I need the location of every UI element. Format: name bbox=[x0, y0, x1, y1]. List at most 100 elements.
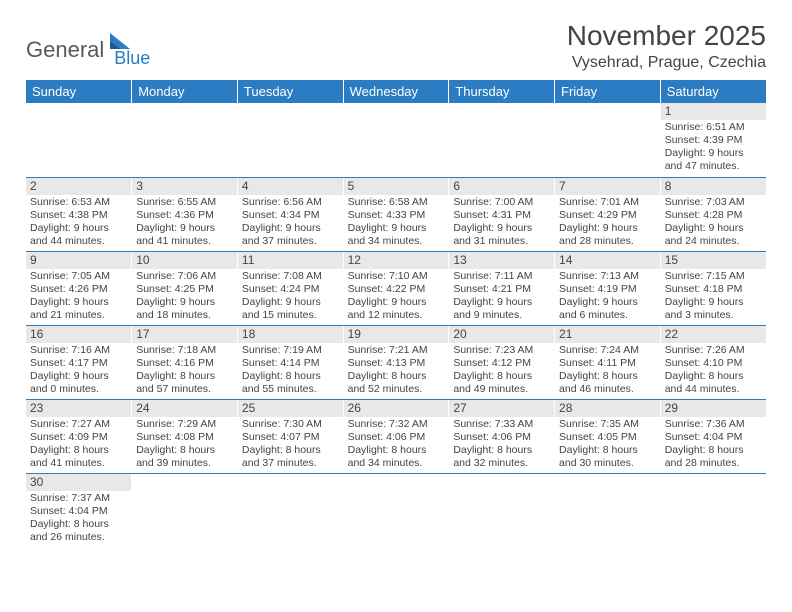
sunrise-text: Sunrise: 7:27 AM bbox=[30, 418, 127, 431]
calendar-cell: 11Sunrise: 7:08 AMSunset: 4:24 PMDayligh… bbox=[237, 251, 343, 325]
day-number: 10 bbox=[132, 252, 237, 269]
sunrise-text: Sunrise: 7:21 AM bbox=[348, 344, 445, 357]
calendar-cell: 20Sunrise: 7:23 AMSunset: 4:12 PMDayligh… bbox=[449, 325, 555, 399]
day-number: 24 bbox=[132, 400, 237, 417]
day-details: Sunrise: 7:03 AMSunset: 4:28 PMDaylight:… bbox=[661, 195, 766, 251]
daylight-text: Daylight: 9 hours and 24 minutes. bbox=[665, 222, 762, 248]
daylight-text: Daylight: 9 hours and 18 minutes. bbox=[136, 296, 233, 322]
day-details: Sunrise: 7:05 AMSunset: 4:26 PMDaylight:… bbox=[26, 269, 131, 325]
daylight-text: Daylight: 8 hours and 49 minutes. bbox=[453, 370, 550, 396]
sunset-text: Sunset: 4:11 PM bbox=[559, 357, 656, 370]
sunset-text: Sunset: 4:09 PM bbox=[30, 431, 127, 444]
day-header-row: SundayMondayTuesdayWednesdayThursdayFrid… bbox=[26, 80, 766, 103]
sunrise-text: Sunrise: 6:58 AM bbox=[348, 196, 445, 209]
day-details: Sunrise: 7:13 AMSunset: 4:19 PMDaylight:… bbox=[555, 269, 660, 325]
sunset-text: Sunset: 4:06 PM bbox=[348, 431, 445, 444]
sunrise-text: Sunrise: 7:18 AM bbox=[136, 344, 233, 357]
day-number: 27 bbox=[449, 400, 554, 417]
day-details: Sunrise: 6:53 AMSunset: 4:38 PMDaylight:… bbox=[26, 195, 131, 251]
sunrise-text: Sunrise: 7:37 AM bbox=[30, 492, 127, 505]
sunset-text: Sunset: 4:04 PM bbox=[665, 431, 762, 444]
day-details: Sunrise: 7:33 AMSunset: 4:06 PMDaylight:… bbox=[449, 417, 554, 473]
calendar-week: 30Sunrise: 7:37 AMSunset: 4:04 PMDayligh… bbox=[26, 473, 766, 547]
calendar-week: 9Sunrise: 7:05 AMSunset: 4:26 PMDaylight… bbox=[26, 251, 766, 325]
daylight-text: Daylight: 9 hours and 28 minutes. bbox=[559, 222, 656, 248]
calendar-cell bbox=[26, 103, 132, 177]
calendar-cell: 1Sunrise: 6:51 AMSunset: 4:39 PMDaylight… bbox=[660, 103, 766, 177]
calendar-cell bbox=[132, 103, 238, 177]
calendar-cell bbox=[555, 473, 661, 547]
sunset-text: Sunset: 4:24 PM bbox=[242, 283, 339, 296]
sunset-text: Sunset: 4:05 PM bbox=[559, 431, 656, 444]
daylight-text: Daylight: 9 hours and 44 minutes. bbox=[30, 222, 127, 248]
day-header: Tuesday bbox=[237, 80, 343, 103]
daylight-text: Daylight: 8 hours and 30 minutes. bbox=[559, 444, 656, 470]
day-number: 8 bbox=[661, 178, 766, 195]
calendar-cell: 5Sunrise: 6:58 AMSunset: 4:33 PMDaylight… bbox=[343, 177, 449, 251]
calendar-cell: 29Sunrise: 7:36 AMSunset: 4:04 PMDayligh… bbox=[660, 399, 766, 473]
day-details: Sunrise: 7:36 AMSunset: 4:04 PMDaylight:… bbox=[661, 417, 766, 473]
day-number: 7 bbox=[555, 178, 660, 195]
sunrise-text: Sunrise: 7:32 AM bbox=[348, 418, 445, 431]
calendar-cell: 8Sunrise: 7:03 AMSunset: 4:28 PMDaylight… bbox=[660, 177, 766, 251]
day-number: 2 bbox=[26, 178, 131, 195]
sunrise-text: Sunrise: 7:24 AM bbox=[559, 344, 656, 357]
sunset-text: Sunset: 4:19 PM bbox=[559, 283, 656, 296]
daylight-text: Daylight: 8 hours and 34 minutes. bbox=[348, 444, 445, 470]
day-details: Sunrise: 6:55 AMSunset: 4:36 PMDaylight:… bbox=[132, 195, 237, 251]
calendar-page: General Blue November 2025 Vysehrad, Pra… bbox=[0, 0, 792, 557]
daylight-text: Daylight: 8 hours and 37 minutes. bbox=[242, 444, 339, 470]
sunset-text: Sunset: 4:21 PM bbox=[453, 283, 550, 296]
daylight-text: Daylight: 9 hours and 34 minutes. bbox=[348, 222, 445, 248]
sunrise-text: Sunrise: 7:23 AM bbox=[453, 344, 550, 357]
sunrise-text: Sunrise: 7:29 AM bbox=[136, 418, 233, 431]
sunset-text: Sunset: 4:38 PM bbox=[30, 209, 127, 222]
day-details: Sunrise: 7:30 AMSunset: 4:07 PMDaylight:… bbox=[238, 417, 343, 473]
day-header: Saturday bbox=[660, 80, 766, 103]
day-number: 1 bbox=[661, 103, 766, 120]
day-number: 30 bbox=[26, 474, 131, 491]
logo: General Blue bbox=[26, 20, 150, 69]
sunset-text: Sunset: 4:08 PM bbox=[136, 431, 233, 444]
calendar-cell: 15Sunrise: 7:15 AMSunset: 4:18 PMDayligh… bbox=[660, 251, 766, 325]
daylight-text: Daylight: 8 hours and 26 minutes. bbox=[30, 518, 127, 544]
day-details: Sunrise: 7:19 AMSunset: 4:14 PMDaylight:… bbox=[238, 343, 343, 399]
daylight-text: Daylight: 9 hours and 3 minutes. bbox=[665, 296, 762, 322]
day-header: Friday bbox=[555, 80, 661, 103]
day-number: 19 bbox=[344, 326, 449, 343]
daylight-text: Daylight: 9 hours and 21 minutes. bbox=[30, 296, 127, 322]
day-details: Sunrise: 7:11 AMSunset: 4:21 PMDaylight:… bbox=[449, 269, 554, 325]
sunset-text: Sunset: 4:33 PM bbox=[348, 209, 445, 222]
calendar-cell: 22Sunrise: 7:26 AMSunset: 4:10 PMDayligh… bbox=[660, 325, 766, 399]
sunrise-text: Sunrise: 7:26 AM bbox=[665, 344, 762, 357]
calendar-cell bbox=[343, 473, 449, 547]
calendar-cell: 28Sunrise: 7:35 AMSunset: 4:05 PMDayligh… bbox=[555, 399, 661, 473]
day-details: Sunrise: 7:24 AMSunset: 4:11 PMDaylight:… bbox=[555, 343, 660, 399]
header-row: General Blue November 2025 Vysehrad, Pra… bbox=[26, 20, 766, 72]
day-details: Sunrise: 7:37 AMSunset: 4:04 PMDaylight:… bbox=[26, 491, 131, 547]
daylight-text: Daylight: 9 hours and 31 minutes. bbox=[453, 222, 550, 248]
daylight-text: Daylight: 8 hours and 57 minutes. bbox=[136, 370, 233, 396]
daylight-text: Daylight: 9 hours and 47 minutes. bbox=[665, 147, 762, 173]
calendar-cell: 26Sunrise: 7:32 AMSunset: 4:06 PMDayligh… bbox=[343, 399, 449, 473]
day-header: Thursday bbox=[449, 80, 555, 103]
calendar-cell: 27Sunrise: 7:33 AMSunset: 4:06 PMDayligh… bbox=[449, 399, 555, 473]
calendar-cell: 12Sunrise: 7:10 AMSunset: 4:22 PMDayligh… bbox=[343, 251, 449, 325]
day-details: Sunrise: 6:51 AMSunset: 4:39 PMDaylight:… bbox=[661, 120, 766, 176]
daylight-text: Daylight: 9 hours and 41 minutes. bbox=[136, 222, 233, 248]
daylight-text: Daylight: 9 hours and 37 minutes. bbox=[242, 222, 339, 248]
daylight-text: Daylight: 8 hours and 39 minutes. bbox=[136, 444, 233, 470]
sunset-text: Sunset: 4:04 PM bbox=[30, 505, 127, 518]
sunset-text: Sunset: 4:25 PM bbox=[136, 283, 233, 296]
day-number: 26 bbox=[344, 400, 449, 417]
day-number: 3 bbox=[132, 178, 237, 195]
daylight-text: Daylight: 9 hours and 9 minutes. bbox=[453, 296, 550, 322]
sunset-text: Sunset: 4:36 PM bbox=[136, 209, 233, 222]
day-number: 28 bbox=[555, 400, 660, 417]
calendar-cell bbox=[343, 103, 449, 177]
calendar-cell bbox=[237, 473, 343, 547]
day-number: 22 bbox=[661, 326, 766, 343]
daylight-text: Daylight: 9 hours and 6 minutes. bbox=[559, 296, 656, 322]
day-number: 21 bbox=[555, 326, 660, 343]
day-number: 14 bbox=[555, 252, 660, 269]
